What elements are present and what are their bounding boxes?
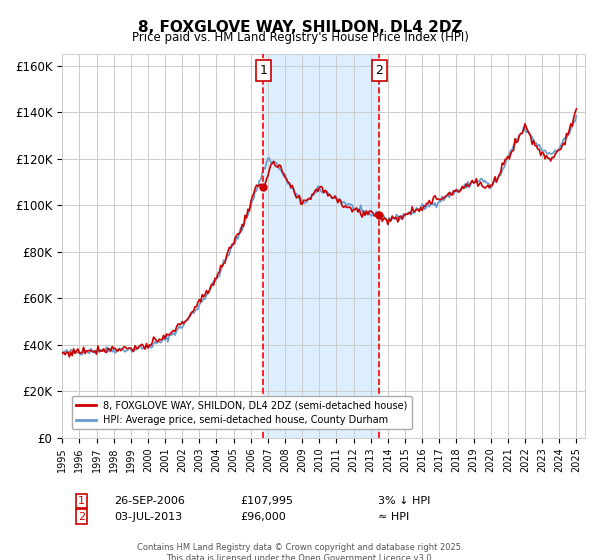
Text: Price paid vs. HM Land Registry's House Price Index (HPI): Price paid vs. HM Land Registry's House …	[131, 31, 469, 44]
Text: £96,000: £96,000	[240, 512, 286, 522]
Text: 2: 2	[376, 64, 383, 77]
Text: 1: 1	[260, 64, 268, 77]
Text: £107,995: £107,995	[240, 496, 293, 506]
Text: 26-SEP-2006: 26-SEP-2006	[114, 496, 185, 506]
Text: Contains HM Land Registry data © Crown copyright and database right 2025.
This d: Contains HM Land Registry data © Crown c…	[137, 543, 463, 560]
Text: 1: 1	[78, 496, 85, 506]
Text: 2: 2	[78, 512, 85, 522]
Text: 03-JUL-2013: 03-JUL-2013	[114, 512, 182, 522]
Bar	[263, 54, 379, 437]
Text: ≈ HPI: ≈ HPI	[378, 512, 409, 522]
Legend: 8, FOXGLOVE WAY, SHILDON, DL4 2DZ (semi-detached house), HPI: Average price, sem: 8, FOXGLOVE WAY, SHILDON, DL4 2DZ (semi-…	[73, 396, 412, 429]
Text: 3% ↓ HPI: 3% ↓ HPI	[378, 496, 430, 506]
Text: 8, FOXGLOVE WAY, SHILDON, DL4 2DZ: 8, FOXGLOVE WAY, SHILDON, DL4 2DZ	[138, 20, 462, 35]
